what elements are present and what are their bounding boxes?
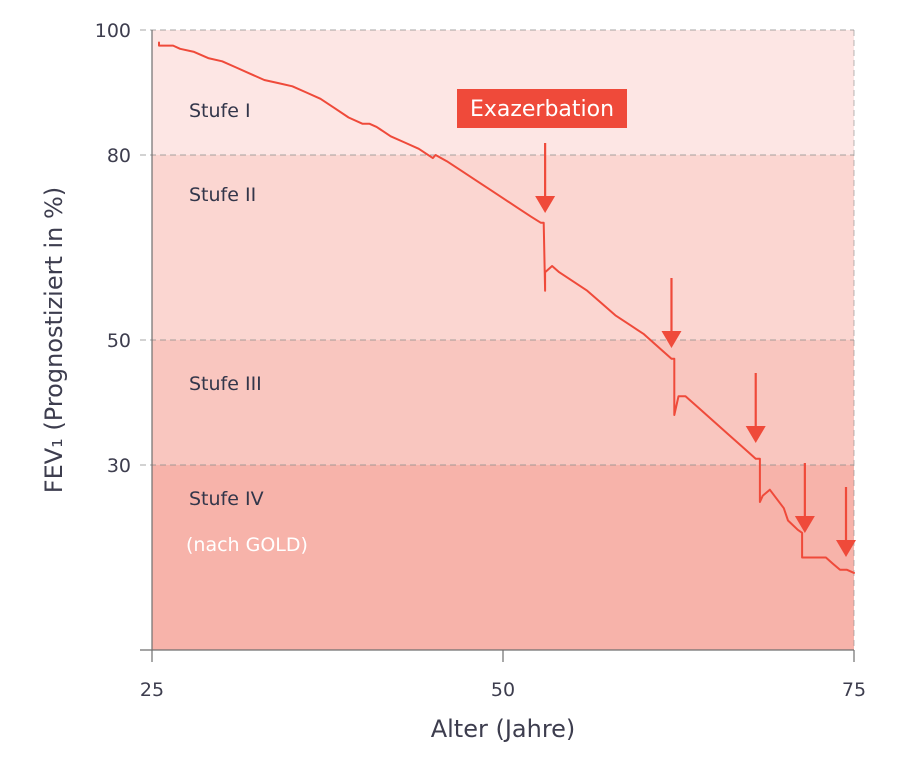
stage-label-stufe-iii: Stufe III bbox=[189, 373, 262, 395]
exacerbation-arrow-4 bbox=[794, 463, 815, 533]
band-stufe-iv bbox=[152, 465, 854, 650]
exacerbation-callout: Exazerbation bbox=[457, 89, 627, 128]
exacerbation-arrows bbox=[535, 143, 856, 557]
y-tick-label-30: 30 bbox=[107, 455, 131, 477]
y-tick-label-50: 50 bbox=[107, 330, 131, 352]
band-stufe-iii bbox=[152, 340, 854, 465]
x-tick-label-50: 50 bbox=[491, 679, 515, 701]
stage-note: (nach GOLD) bbox=[186, 534, 308, 556]
arrow-head bbox=[794, 516, 815, 533]
stage-label-stufe-iv: Stufe IV bbox=[189, 488, 264, 510]
exacerbation-arrow-5 bbox=[836, 487, 856, 557]
x-tick-label-25: 25 bbox=[140, 679, 164, 701]
stage-gridlines bbox=[140, 29, 854, 466]
exacerbation-label: Exazerbation bbox=[470, 97, 614, 122]
x-axis-title: Alter (Jahre) bbox=[431, 715, 576, 743]
series-line-0 bbox=[158, 41, 855, 574]
stage-label-stufe-ii: Stufe II bbox=[189, 184, 256, 206]
arrow-head bbox=[661, 331, 682, 348]
tick-labels: 30 50 80 100 25 50 75 bbox=[95, 20, 866, 701]
exacerbation-arrow-3 bbox=[745, 373, 766, 443]
axes bbox=[140, 30, 855, 662]
arrow-head bbox=[745, 426, 766, 443]
stage-label-stufe-i: Stufe I bbox=[189, 100, 251, 122]
fev1-series bbox=[158, 41, 855, 574]
stage-bands bbox=[152, 30, 854, 650]
arrow-head bbox=[535, 196, 556, 213]
exacerbation-arrow-1 bbox=[535, 143, 556, 213]
stage-labels: Stufe I Stufe II Stufe III Stufe IV bbox=[189, 100, 264, 510]
y-tick-label-80: 80 bbox=[107, 145, 131, 167]
exacerbation-arrow-2 bbox=[661, 278, 682, 348]
y-tick-label-100: 100 bbox=[95, 20, 131, 42]
y-axis-title: FEV₁ (Prognostiziert in %) bbox=[40, 187, 68, 493]
x-tick-label-75: 75 bbox=[842, 679, 866, 701]
exacerbation-box bbox=[457, 89, 627, 128]
arrow-head bbox=[836, 540, 856, 557]
band-stufe-ii bbox=[152, 155, 854, 340]
